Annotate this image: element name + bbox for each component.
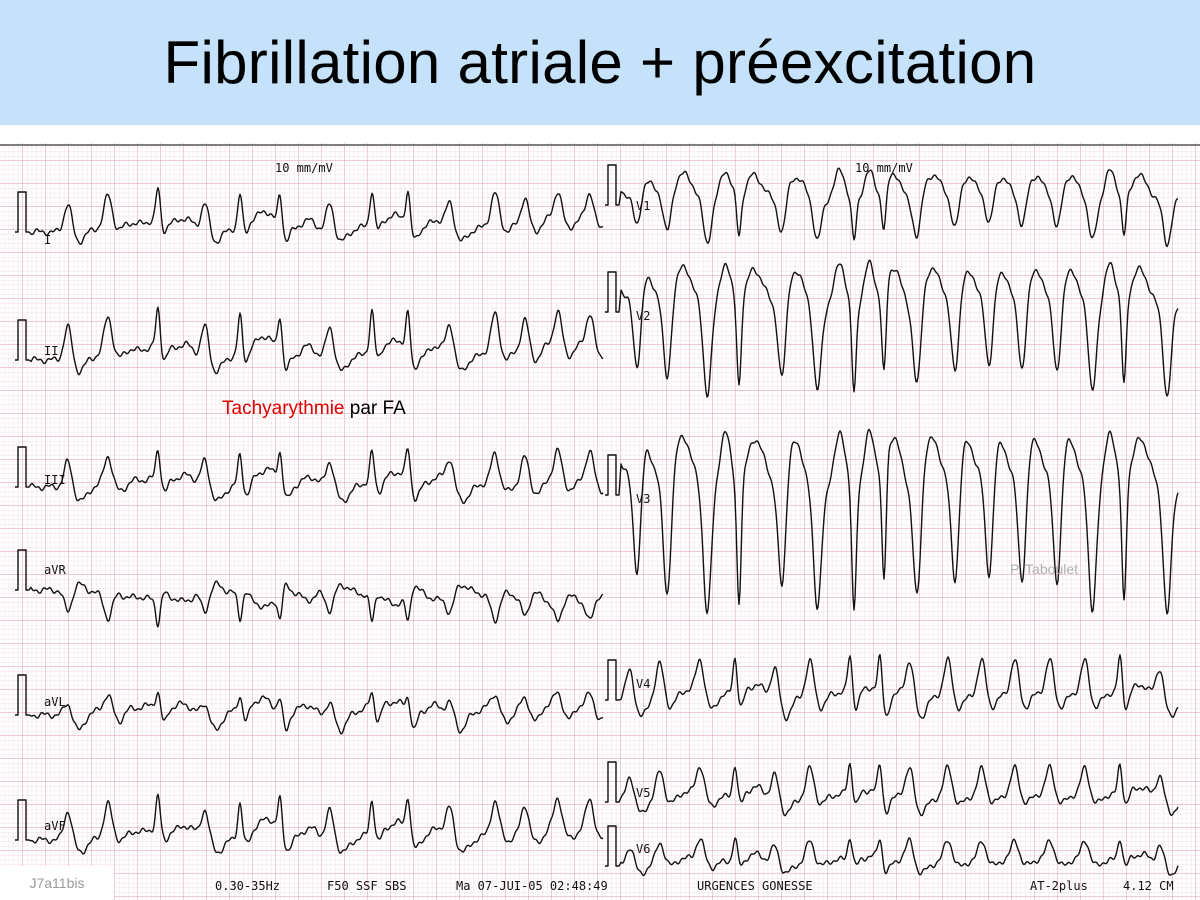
lead-label-aVF: aVF — [44, 819, 66, 833]
lead-label-III: III — [44, 473, 66, 487]
title-banner: Fibrillation atriale + préexcitation — [0, 0, 1200, 125]
lead-label-V5: V5 — [636, 786, 650, 800]
lead-label-V2: V2 — [636, 309, 650, 323]
ecg-trace-V6 — [605, 825, 1179, 877]
ecg-traces — [15, 164, 1179, 877]
ecg-trace-V2 — [605, 259, 1179, 398]
ecg-trace-V5 — [605, 761, 1179, 817]
footer-speed: 4.12 CM — [1123, 879, 1174, 893]
gain-label-right: 10 mm/mV — [855, 161, 913, 175]
footer-settings: F50 SSF SBS — [327, 879, 406, 893]
lead-label-aVL: aVL — [44, 695, 66, 709]
footer-location: URGENCES GONESSE — [697, 879, 813, 893]
lead-label-V4: V4 — [636, 677, 650, 691]
author-watermark: P. Taboulet — [1010, 561, 1078, 577]
annotation-rest: par FA — [344, 398, 406, 419]
ecg-trace-III — [15, 446, 604, 505]
ecg-trace-II — [15, 306, 604, 376]
ecg-strip: 10 mm/mV 10 mm/mV I II III aVR aVL aVF V… — [0, 143, 1200, 900]
ecg-trace-V3 — [605, 428, 1179, 615]
lead-label-V1: V1 — [636, 199, 650, 213]
footer-filter: 0.30-35Hz — [215, 879, 280, 893]
slide-title: Fibrillation atriale + préexcitation — [163, 29, 1037, 96]
ecg-trace-V4 — [605, 654, 1179, 722]
footer-datetime: Ma 07-JUI-05 02:48:49 — [456, 879, 608, 893]
lead-label-V3: V3 — [636, 492, 650, 506]
annotation: Tachyarythmie par FA — [222, 398, 406, 420]
ecg-trace-aVL — [15, 674, 604, 735]
ecg-trace-I — [15, 187, 604, 245]
ecg-grid — [0, 143, 1200, 900]
lead-label-I: I — [44, 233, 51, 247]
slide-id: J7a11bis — [0, 866, 114, 900]
gain-label-left: 10 mm/mV — [275, 161, 333, 175]
ecg-trace-aVR — [15, 549, 604, 628]
ecg-trace-aVF — [15, 793, 604, 855]
ecg-trace-V1 — [605, 164, 1178, 248]
lead-label-aVR: aVR — [44, 563, 66, 577]
lead-label-V6: V6 — [636, 842, 650, 856]
lead-label-II: II — [44, 344, 58, 358]
footer-device: AT-2plus — [1030, 879, 1088, 893]
annotation-highlight: Tachyarythmie — [222, 398, 345, 419]
